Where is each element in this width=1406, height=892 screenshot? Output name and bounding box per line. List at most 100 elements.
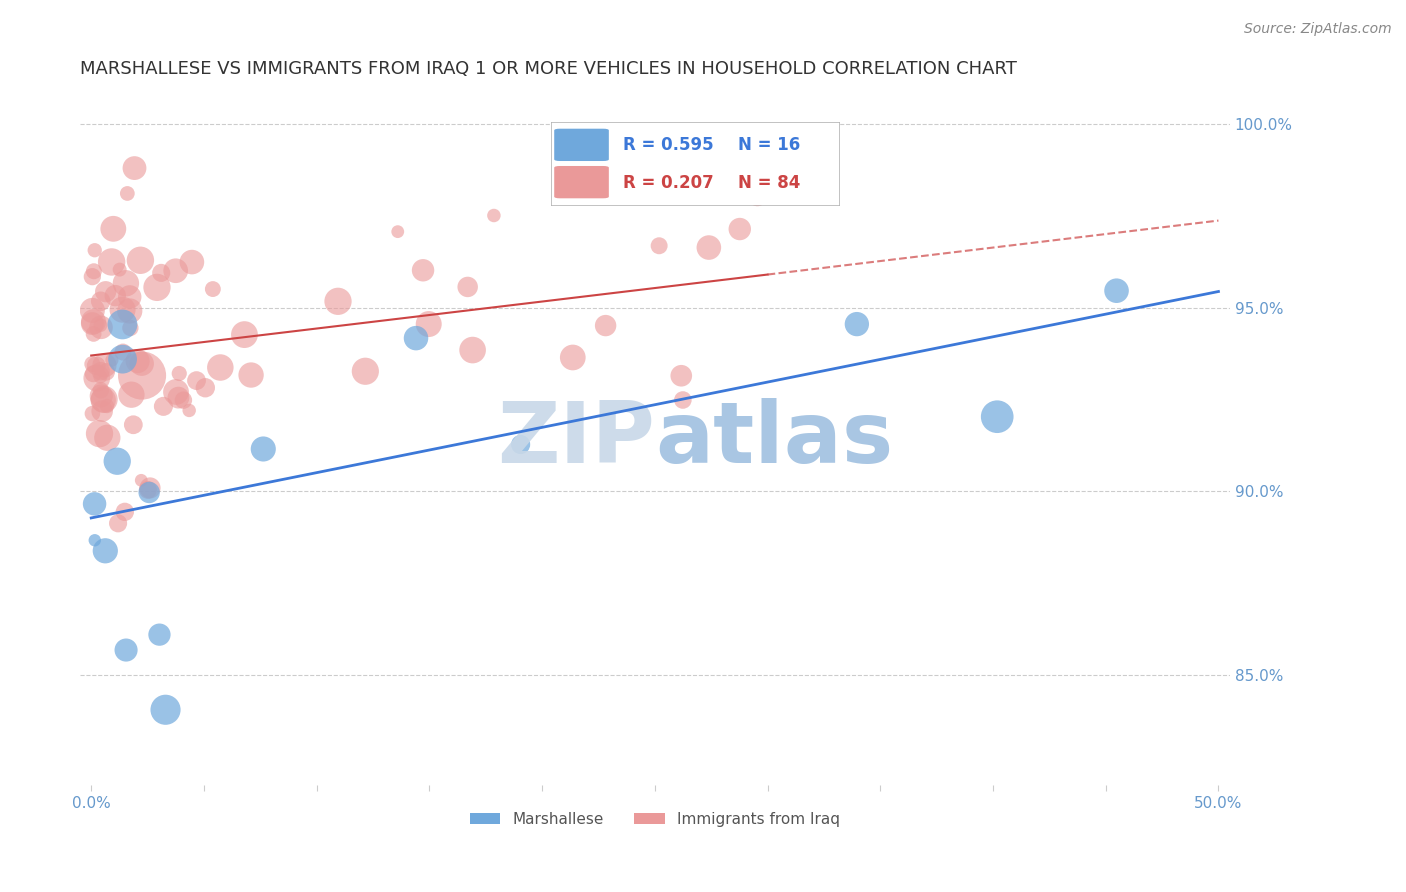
Point — [90, 320, 112, 334]
Point — [82, 317, 104, 331]
Point — [93, 392, 115, 407]
Point — [595, 318, 617, 333]
Point — [89, 369, 111, 384]
Point — [150, 266, 173, 280]
Point — [240, 368, 263, 382]
Point — [104, 288, 127, 302]
Point — [111, 302, 134, 317]
Point — [91, 404, 114, 418]
Point — [561, 351, 583, 365]
Point — [83, 264, 105, 278]
Point — [986, 409, 1008, 424]
Point — [86, 371, 108, 385]
Point — [91, 392, 114, 407]
Legend: Marshallese, Immigrants from Iraq: Marshallese, Immigrants from Iraq — [464, 805, 846, 833]
Point — [94, 543, 117, 558]
Point — [326, 294, 349, 309]
Text: ZIP: ZIP — [498, 398, 655, 482]
Point — [105, 454, 128, 468]
Point — [122, 417, 145, 432]
Point — [201, 282, 224, 296]
Point — [671, 368, 693, 383]
Point — [146, 280, 169, 294]
Point — [100, 255, 122, 269]
Point — [114, 505, 136, 519]
Point — [101, 353, 124, 368]
Point — [90, 364, 112, 378]
Point — [180, 255, 202, 269]
Point — [96, 431, 118, 445]
Point — [90, 389, 112, 403]
Point — [90, 294, 112, 309]
Point — [111, 318, 134, 332]
Point — [405, 331, 427, 345]
Point — [82, 407, 104, 421]
Point — [131, 368, 153, 383]
Point — [387, 225, 409, 239]
Point — [96, 365, 118, 379]
Point — [728, 222, 751, 236]
Point — [117, 186, 139, 201]
Point — [118, 304, 141, 318]
Point — [120, 387, 142, 401]
Point — [672, 392, 695, 407]
Point — [186, 374, 208, 388]
Text: atlas: atlas — [655, 398, 893, 482]
Point — [148, 627, 170, 641]
Point — [103, 222, 125, 236]
Point — [648, 239, 671, 253]
Point — [165, 384, 187, 399]
Point — [82, 303, 104, 318]
Point — [509, 437, 531, 451]
Point — [747, 188, 769, 202]
Point — [120, 321, 142, 335]
Point — [845, 317, 868, 331]
Point — [127, 354, 149, 368]
Point — [252, 442, 274, 456]
Point — [82, 357, 104, 371]
Point — [89, 426, 111, 441]
Point — [94, 285, 117, 299]
Point — [83, 497, 105, 511]
Point — [111, 345, 134, 359]
Point — [139, 481, 162, 495]
Point — [129, 473, 152, 487]
Point — [412, 263, 434, 277]
Text: Source: ZipAtlas.com: Source: ZipAtlas.com — [1244, 22, 1392, 37]
Point — [155, 703, 177, 717]
Point — [115, 277, 138, 291]
Point — [194, 381, 217, 395]
Point — [83, 326, 105, 341]
Point — [461, 343, 484, 357]
Point — [209, 360, 232, 375]
Point — [457, 280, 479, 294]
Point — [354, 364, 377, 378]
Point — [418, 317, 440, 331]
Text: MARSHALLESE VS IMMIGRANTS FROM IRAQ 1 OR MORE VEHICLES IN HOUSEHOLD CORRELATION : MARSHALLESE VS IMMIGRANTS FROM IRAQ 1 OR… — [80, 60, 1017, 78]
Point — [697, 241, 720, 255]
Point — [233, 327, 256, 342]
Point — [96, 399, 118, 413]
Point — [124, 161, 146, 175]
Point — [172, 393, 194, 408]
Point — [83, 533, 105, 548]
Point — [165, 264, 187, 278]
Point — [111, 352, 134, 367]
Point — [138, 485, 160, 500]
Point — [82, 367, 104, 381]
Point — [131, 357, 153, 371]
Point — [84, 359, 107, 373]
Point — [83, 244, 105, 258]
Point — [118, 290, 141, 304]
Point — [89, 318, 111, 333]
Point — [107, 516, 129, 531]
Point — [482, 209, 505, 223]
Point — [93, 359, 115, 373]
Point — [1105, 284, 1128, 298]
Point — [82, 269, 104, 284]
Point — [167, 391, 190, 405]
Point — [90, 384, 112, 398]
Point — [136, 483, 159, 497]
Point — [129, 253, 152, 268]
Point — [152, 400, 174, 414]
